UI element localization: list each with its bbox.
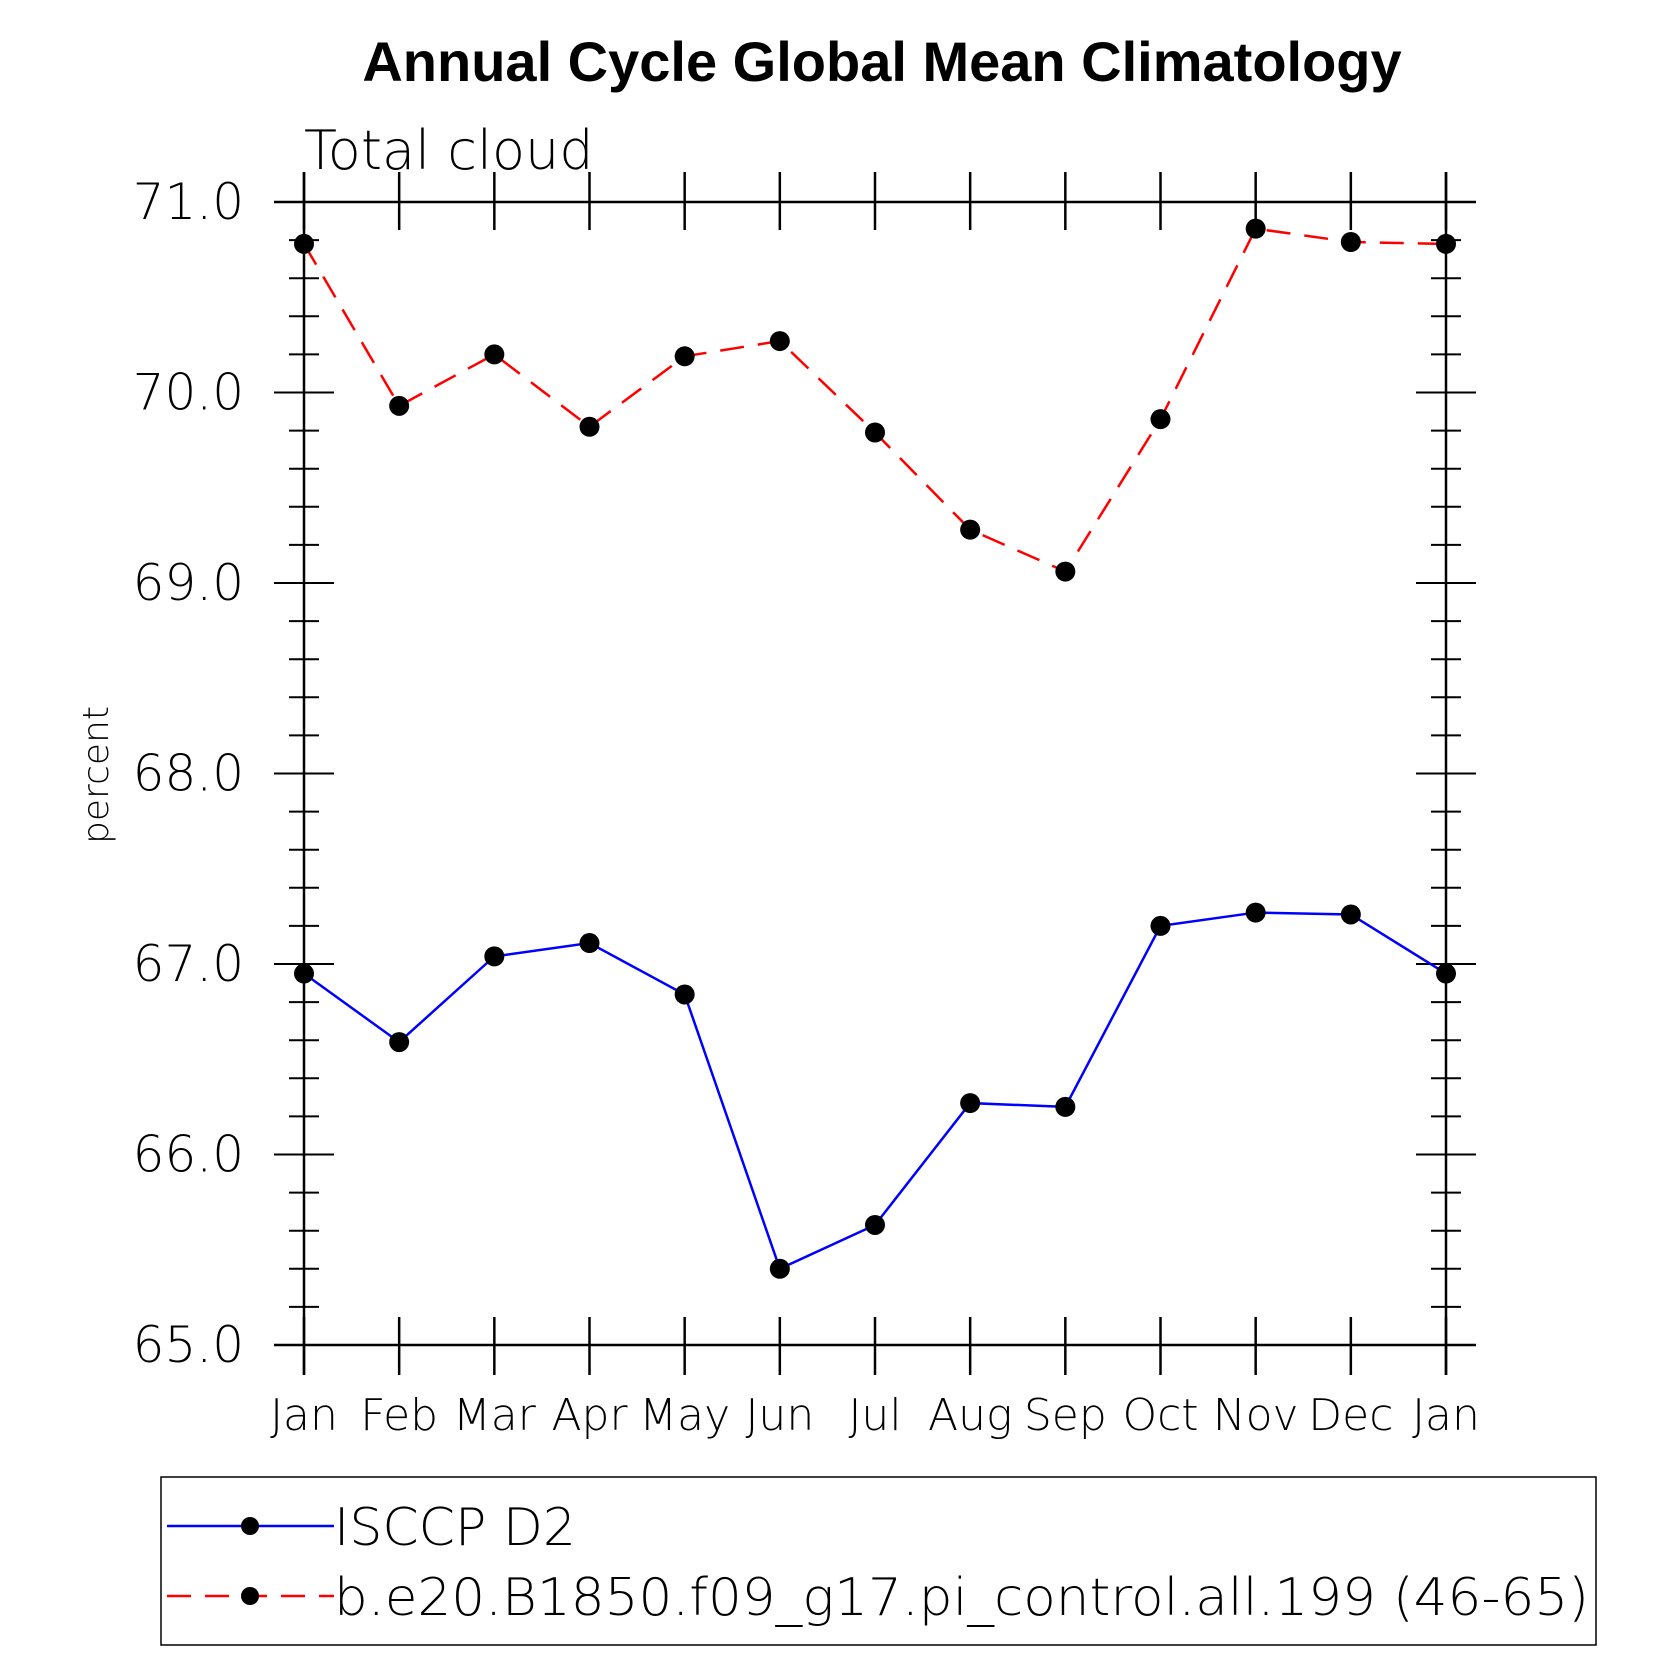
data-point-series-1 [1055,561,1076,582]
data-point-series-1 [389,395,410,416]
data-point-series-0 [1245,902,1266,923]
legend-marker-isccp [241,1517,259,1535]
chart-subtitle: Total cloud [304,119,594,182]
data-point-series-0 [1150,915,1171,936]
data-point-series-0 [865,1214,885,1235]
x-tick-label: Jun [745,1390,814,1441]
y-tick-label: 68.0 [133,745,244,803]
x-tick-label: Jan [1412,1390,1480,1441]
data-point-series-0 [1055,1096,1076,1117]
legend: ISCCP D2 b.e20.B1850.f09_g17.pi_control.… [160,1476,1597,1646]
y-tick-label: 65.0 [133,1316,244,1374]
data-point-series-1 [769,331,790,352]
data-point-series-1 [484,344,505,365]
x-tick-label: Sep [1024,1390,1107,1441]
data-point-series-0 [769,1258,790,1279]
x-tick-label: May [639,1390,730,1441]
data-point-series-1 [960,519,981,540]
y-tick-labels: 65.0 66.0 67.0 68.0 69.0 70.0 71.0 [133,173,244,1374]
x-tick-label: Oct [1122,1390,1198,1441]
data-point-series-0 [294,963,314,984]
series-line-1 [302,227,1447,574]
x-tick-label: Feb [360,1390,438,1441]
data-points [294,218,1456,1279]
y-tick-label: 69.0 [133,554,244,612]
data-point-series-0 [1340,904,1361,925]
axis-ticks [274,172,1476,1375]
data-point-series-1 [1436,233,1456,254]
y-axis-label: percent [76,706,117,844]
data-point-series-1 [1150,409,1171,430]
x-tick-labels: Jan Feb Mar Apr May Jun Jul Aug Sep Oct Nov Dec Jan [270,1390,1480,1441]
x-tick-label: Mar [453,1390,537,1441]
chart-title: Annual Cycle Global Mean Climatology [362,30,1401,93]
x-tick-label: Aug [928,1390,1012,1441]
data-point-series-1 [1340,232,1361,253]
legend-box [160,1476,1597,1646]
plot-frame [274,172,1476,1375]
legend-label-model: b.e20.B1850.f09_g17.pi_control.all.199 (… [334,1568,1589,1628]
legend-marker-model [241,1587,259,1605]
data-point-series-1 [674,346,695,367]
data-point-series-0 [960,1093,981,1114]
data-point-series-1 [865,422,885,443]
legend-label-isccp: ISCCP D2 [334,1498,576,1558]
y-tick-label: 71.0 [133,173,244,231]
data-point-series-0 [389,1032,410,1053]
y-tick-label: 70.0 [133,364,244,422]
y-tick-label: 67.0 [133,935,244,993]
x-tick-label: Nov [1213,1390,1299,1441]
data-point-series-0 [674,984,695,1005]
data-point-series-0 [579,933,600,954]
x-tick-label: Dec [1308,1390,1393,1441]
y-tick-label: 66.0 [133,1126,244,1184]
x-tick-label: Jan [270,1390,338,1441]
series-group [302,227,1447,1271]
x-tick-label: Jul [848,1390,901,1441]
data-point-series-0 [484,946,505,967]
x-tick-label: Apr [551,1390,628,1441]
data-point-series-1 [1245,218,1266,239]
data-point-series-0 [1436,963,1456,984]
data-point-series-1 [579,416,600,437]
data-point-series-1 [294,233,314,254]
